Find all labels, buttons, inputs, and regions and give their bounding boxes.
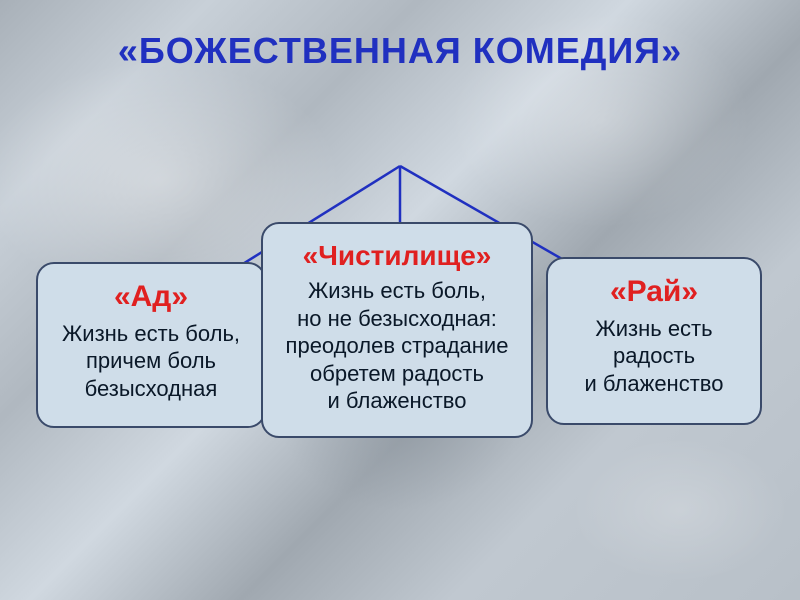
box-purgatory: «Чистилище» Жизнь есть боль,но не безысхо… — [261, 222, 533, 438]
box-hell-body: Жизнь есть боль,причем больбезысходная — [48, 320, 254, 403]
box-paradise: «Рай» Жизнь естьрадостьи блаженство — [546, 257, 762, 425]
diagram-title: «БОЖЕСТВЕННАЯ КОМЕДИЯ» — [0, 30, 800, 72]
box-hell-title: «Ад» — [48, 278, 254, 316]
box-purgatory-title: «Чистилище» — [273, 238, 521, 273]
box-paradise-title: «Рай» — [558, 273, 750, 311]
box-purgatory-body: Жизнь есть боль,но не безысходная:преодо… — [273, 277, 521, 415]
box-paradise-body: Жизнь естьрадостьи блаженство — [558, 315, 750, 398]
box-hell: «Ад» Жизнь есть боль,причем больбезысходн… — [36, 262, 266, 428]
